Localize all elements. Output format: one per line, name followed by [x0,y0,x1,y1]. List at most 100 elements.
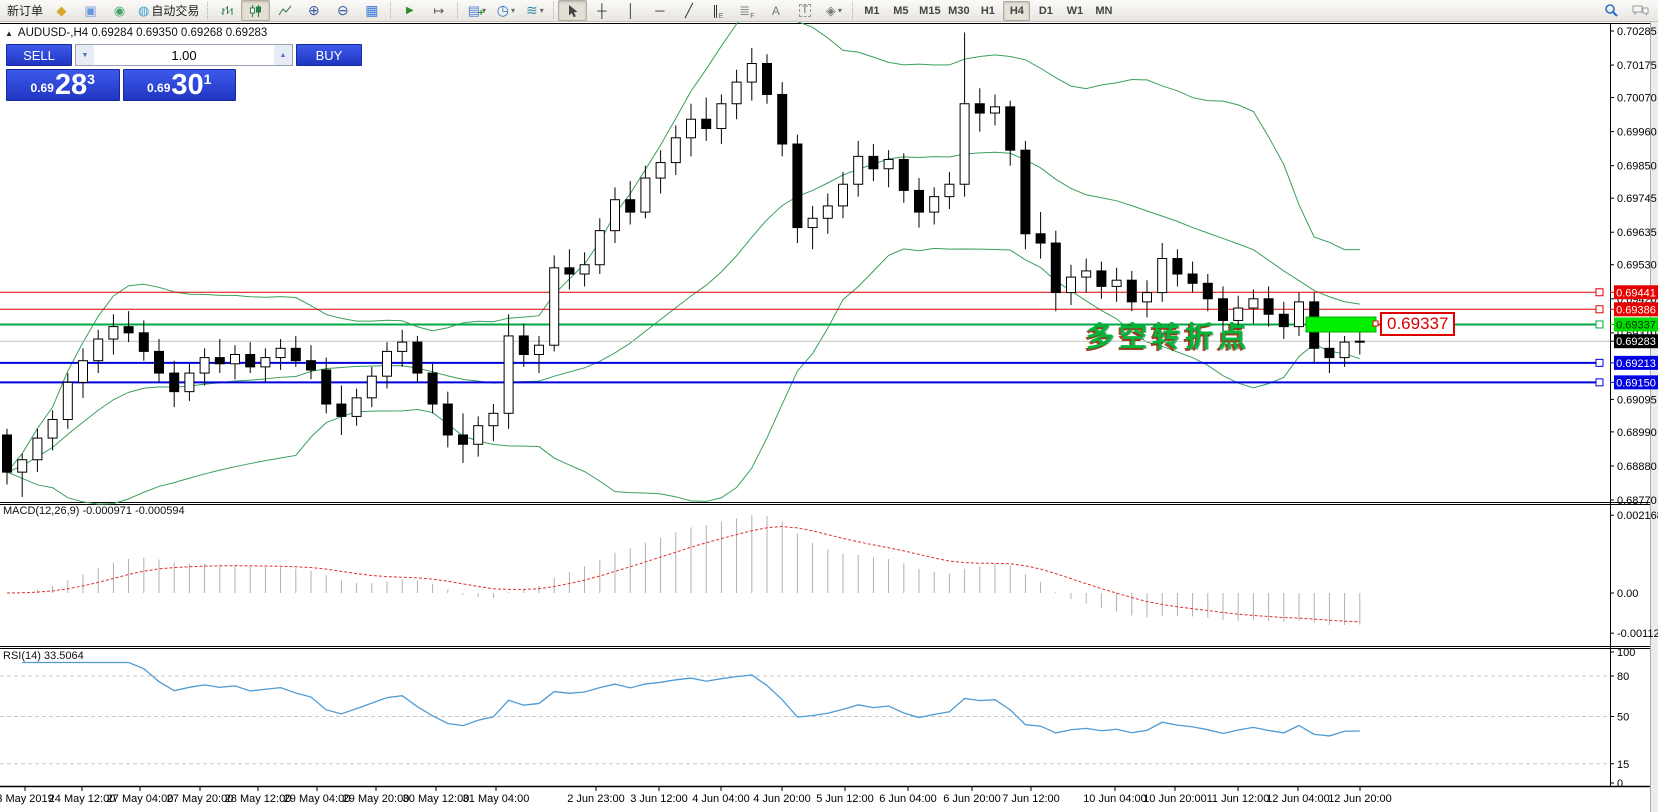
svg-text:0.68990: 0.68990 [1617,427,1657,439]
svg-text:24 May 12:00: 24 May 12:00 [49,793,116,805]
svg-text:0.69337: 0.69337 [1616,319,1656,331]
label-tool-button[interactable]: T [790,0,819,21]
fibonacci-icon: ≣ [739,3,751,18]
sell-price-small: 0.69 [30,81,54,95]
svg-text:29 May 04:00: 29 May 04:00 [284,793,351,805]
timeframe-h4-button[interactable]: H4 [1003,0,1031,21]
tile-windows-icon: ▦ [365,2,379,18]
volume-decrease-button[interactable]: ▼ [76,45,94,65]
volume-increase-button[interactable]: ▲ [274,45,292,65]
channel-icon: ∥ [712,3,719,18]
timeframe-m5-button[interactable]: M5 [893,4,909,17]
buy-button[interactable]: BUY [296,44,362,66]
profile-button[interactable]: ▣ [76,0,105,21]
svg-text:0.69283: 0.69283 [1616,336,1656,348]
channel-tool-button[interactable]: ∥ E [703,0,732,21]
gold-ingot-button[interactable]: ◆ [47,0,76,21]
timeframe-h1-button[interactable]: H1 [980,4,995,17]
svg-text:0.70175: 0.70175 [1617,60,1657,72]
svg-text:0.70285: 0.70285 [1617,26,1657,38]
chat-button[interactable] [1626,0,1655,21]
horizontal-line-resistance-2[interactable] [0,305,1604,314]
line-chart-button[interactable] [270,0,299,21]
price-callout-label[interactable]: 0.69337 [1380,312,1456,336]
horizontal-line-resistance-1[interactable] [0,288,1604,297]
svg-text:30 May 12:00: 30 May 12:00 [403,793,470,805]
timeframe-w1-button[interactable]: W1 [1066,4,1084,17]
svg-text:28 May 12:00: 28 May 12:00 [225,793,292,805]
svg-text:7 Jun 12:00: 7 Jun 12:00 [1002,793,1060,805]
vertical-line-tool-button[interactable]: │ [616,0,645,21]
zoom-in-icon: ⊕ [308,2,320,18]
search-button[interactable] [1597,0,1626,21]
ingot-icon: ◆ [56,3,67,18]
symbol-header: ▲ AUDUSD-,H4 0.69284 0.69350 0.69268 0.6… [5,27,267,39]
chat-icon [1632,5,1649,16]
svg-text:2 Jun 23:00: 2 Jun 23:00 [567,793,625,805]
timeframe-mn-button[interactable]: MN [1095,4,1113,17]
price-badge-0.69386: 0.69386 [1610,302,1658,317]
turning-point-annotation[interactable]: 多空转折点 [1086,321,1252,352]
timeframe-m1-button[interactable]: M1 [864,4,880,17]
highlight-rectangle[interactable] [1305,316,1377,333]
toolbar-separator [852,2,854,19]
svg-text:0.69960: 0.69960 [1617,127,1657,139]
crosshair-tool-button[interactable]: ┼ [587,0,616,21]
horizontal-line-support-2[interactable] [0,378,1604,387]
price-badge-0.69150: 0.69150 [1610,375,1658,390]
candlestick-chart-button[interactable] [241,0,271,21]
volume-input[interactable] [94,45,274,65]
rsi-indicator-label: RSI(14) 33.5064 [3,650,84,662]
tile-windows-button[interactable]: ▦ [357,0,386,21]
zoom-out-icon: ⊖ [337,2,349,18]
svg-text:0.69850: 0.69850 [1617,161,1657,173]
toolbar-separator [457,2,459,19]
price-badge-0.69283: 0.69283 [1610,334,1658,349]
chart-shift-button[interactable]: ↦ [424,0,453,21]
sell-button[interactable]: SELL [6,44,72,66]
horizontal-line-tool-button[interactable]: ─ [645,0,674,21]
svg-text:80: 80 [1617,671,1629,683]
auto-scroll-icon: ▶ [406,5,414,16]
timeframe-m15-button[interactable]: M15 [919,4,941,17]
price-badge-0.69213: 0.69213 [1610,355,1658,370]
main-toolbar: 新订单 ◆ ▣ ◉ ◍ 自动交易 ⊕ ⊖ ▦ ▶ ↦ ▤ + ▾ ◷ ▾ ≋ ▾ … [0,0,1658,22]
fibonacci-tool-button[interactable]: ≣ F [732,0,761,21]
indicators-menu-button[interactable]: ≋ ▾ [520,0,549,21]
svg-text:0.69635: 0.69635 [1617,227,1657,239]
new-chart-button[interactable]: ▤ + ▾ [462,0,491,21]
dropdown-arrow-icon: ▾ [510,6,515,15]
autotrade-button[interactable]: ◍ 自动交易 [134,0,203,21]
timeframe-d1-button[interactable]: D1 [1038,4,1053,17]
buy-price-display[interactable]: 0.69 30 1 [122,69,236,101]
signal-button[interactable]: ◉ [105,0,134,21]
svg-text:29 May 20:00: 29 May 20:00 [343,793,410,805]
cursor-icon [569,4,578,17]
svg-text:0.00: 0.00 [1617,588,1638,600]
text-tool-button[interactable]: A [761,0,790,21]
label-tool-icon: T [798,4,812,17]
trendline-tool-button[interactable]: ╱ [674,0,703,21]
sell-price-big: 28 [54,69,88,101]
timeframe-m30-button[interactable]: M30 [948,4,970,17]
shapes-menu-button[interactable]: ◈ ▾ [819,0,848,21]
svg-text:27 May 04:00: 27 May 04:00 [107,793,174,805]
trendline-icon: ╱ [684,3,693,18]
sell-price-display[interactable]: 0.69 28 3 [6,69,120,101]
new-order-button[interactable]: 新订单 [3,0,47,21]
toolbar-separator [553,2,555,19]
auto-scroll-button[interactable]: ▶ [395,0,424,21]
cursor-tool-button[interactable] [558,0,588,21]
price-axis: 0.70285 0.70175 0.70070 0.69960 0.69850 0.697… [1610,26,1657,507]
timeframes-menu-button[interactable]: ◷ ▾ [491,0,520,21]
svg-text:0.69095: 0.69095 [1617,394,1657,406]
zoom-out-button[interactable]: ⊖ [328,0,357,21]
profile-icon: ▣ [84,3,97,18]
spin-up-icon: ▲ [279,51,287,59]
svg-text:0.69213: 0.69213 [1616,358,1656,370]
horizontal-line-support-1[interactable] [0,358,1604,367]
svg-text:27 May 20:00: 27 May 20:00 [167,793,234,805]
zoom-in-button[interactable]: ⊕ [299,0,328,21]
bar-chart-button[interactable] [212,0,241,21]
